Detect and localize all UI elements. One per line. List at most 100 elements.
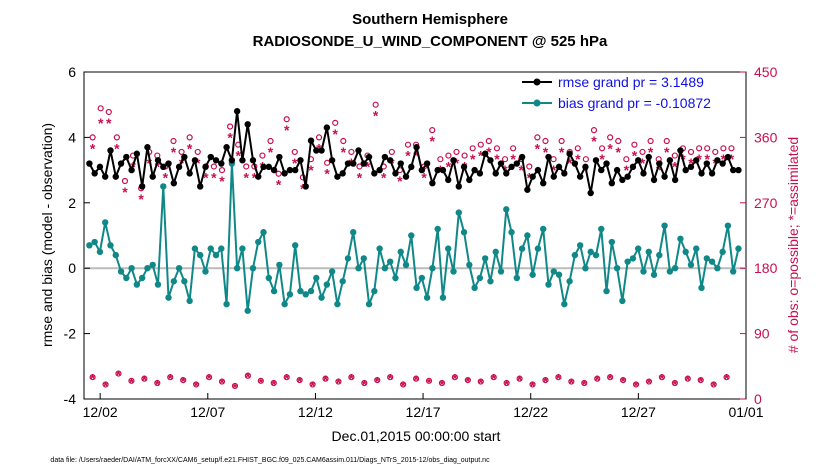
bias-point bbox=[233, 265, 241, 272]
obs-possible-marker bbox=[348, 148, 355, 156]
bias-point bbox=[328, 268, 336, 275]
obs-possible-marker bbox=[348, 374, 355, 381]
obs-possible-marker bbox=[243, 163, 250, 170]
left-axis: -4 -2 0 2 4 6 bbox=[64, 64, 90, 407]
rmse-point bbox=[181, 153, 188, 161]
rmse-point bbox=[360, 160, 367, 167]
bias-point bbox=[239, 245, 246, 252]
bias-point bbox=[186, 297, 193, 305]
chart-title-line2: RADIOSONDE_U_WIND_COMPONENT @ 525 hPa bbox=[253, 33, 608, 50]
obs-assimilated-marker: * bbox=[284, 122, 290, 138]
obs-possible-marker bbox=[453, 148, 460, 156]
obs-assimilated-marker: * bbox=[114, 140, 120, 156]
obs-possible-marker bbox=[558, 137, 565, 145]
rmse-point bbox=[508, 163, 515, 171]
obs-possible-marker bbox=[581, 379, 588, 387]
rmse-point bbox=[703, 160, 711, 167]
bias-point bbox=[714, 265, 721, 272]
obs-assimilated-marker: * bbox=[98, 115, 104, 131]
obs-assimilated-marker: * bbox=[696, 151, 702, 167]
rmse-point bbox=[714, 157, 721, 164]
obs-possible-marker bbox=[374, 377, 381, 384]
obs-possible-marker bbox=[97, 105, 104, 112]
rmse-point bbox=[445, 176, 452, 184]
obs-possible-marker bbox=[154, 379, 161, 387]
bias-point bbox=[450, 268, 457, 275]
bias-point bbox=[397, 248, 404, 256]
legend-bias-label: bias grand pr = -0.10872 bbox=[558, 95, 711, 111]
obs-assimilated-marker: * bbox=[324, 166, 330, 182]
bias-point bbox=[218, 245, 225, 252]
obs-assimilated-marker: * bbox=[698, 374, 704, 390]
obs-assimilated-marker: * bbox=[599, 151, 605, 167]
bias-point bbox=[423, 294, 431, 301]
rmse-point bbox=[175, 163, 183, 171]
obs-possible-marker bbox=[712, 148, 719, 156]
rmse-point bbox=[186, 170, 193, 177]
rmse-point bbox=[656, 160, 663, 167]
obs-assimilated-marker: * bbox=[375, 374, 381, 390]
obs-possible-marker bbox=[687, 148, 695, 156]
bias-point bbox=[476, 274, 484, 282]
rmse-point bbox=[640, 170, 647, 177]
rmse-point bbox=[682, 166, 689, 174]
rmse-point bbox=[191, 157, 199, 164]
bias-point bbox=[191, 245, 199, 252]
rmse-point bbox=[524, 186, 531, 193]
bias-point bbox=[650, 271, 658, 278]
bias-point bbox=[455, 209, 462, 216]
rmse-point bbox=[513, 160, 521, 167]
bias-point bbox=[355, 265, 362, 272]
rmse-point bbox=[619, 176, 626, 184]
rmse-point bbox=[503, 170, 510, 177]
obs-possible-marker bbox=[534, 134, 541, 141]
rmse-point bbox=[286, 166, 294, 174]
bias-point bbox=[91, 238, 98, 246]
rmse-point bbox=[687, 163, 695, 171]
obs-assimilated-marker: * bbox=[235, 148, 241, 164]
plot-frame bbox=[83, 71, 747, 400]
bias-point bbox=[671, 265, 679, 272]
rmse-point bbox=[376, 166, 383, 174]
obs-possible-marker bbox=[257, 377, 264, 384]
obs-assimilated-marker: * bbox=[381, 169, 387, 185]
bias-point bbox=[413, 284, 420, 292]
obs-possible-marker bbox=[658, 374, 666, 381]
obs-possible-marker bbox=[710, 381, 717, 388]
rmse-point bbox=[249, 157, 257, 164]
obs-possible-marker bbox=[218, 167, 226, 174]
bias-series bbox=[86, 160, 742, 314]
y-tick-right-label: 180 bbox=[754, 260, 778, 276]
rmse-point bbox=[603, 160, 610, 167]
obs-assimilated-marker: * bbox=[155, 376, 161, 392]
obs-assimilated-marker: * bbox=[656, 162, 662, 178]
rmse-point bbox=[218, 160, 225, 167]
bias-point bbox=[160, 183, 167, 190]
bias-point bbox=[561, 300, 568, 308]
obs-possible-marker bbox=[720, 145, 727, 152]
rmse-point bbox=[102, 173, 109, 180]
obs-assimilated-marker: * bbox=[646, 375, 652, 391]
rmse-point bbox=[635, 157, 642, 164]
bias-point bbox=[466, 261, 473, 269]
bias-point bbox=[698, 284, 705, 292]
obs-possible-marker bbox=[510, 145, 517, 152]
rmse-point bbox=[381, 153, 389, 161]
obs-assimilated-marker: * bbox=[530, 378, 536, 394]
rmse-point bbox=[223, 144, 230, 151]
rmse-point bbox=[476, 170, 484, 177]
bias-point bbox=[128, 265, 135, 272]
obs-assimilated-marker: * bbox=[413, 372, 419, 388]
bias-point bbox=[165, 294, 172, 301]
obs-assimilated-marker: * bbox=[195, 155, 201, 171]
bias-point bbox=[149, 261, 156, 269]
rmse-point bbox=[608, 179, 616, 187]
legend-bias-marker bbox=[533, 99, 541, 107]
bias-point bbox=[729, 268, 737, 275]
obs-assimilated-marker: * bbox=[426, 374, 432, 390]
obs-possible-marker bbox=[493, 145, 501, 152]
rmse-point bbox=[587, 189, 594, 197]
obs-possible-marker bbox=[623, 156, 630, 163]
rmse-point bbox=[371, 170, 378, 177]
